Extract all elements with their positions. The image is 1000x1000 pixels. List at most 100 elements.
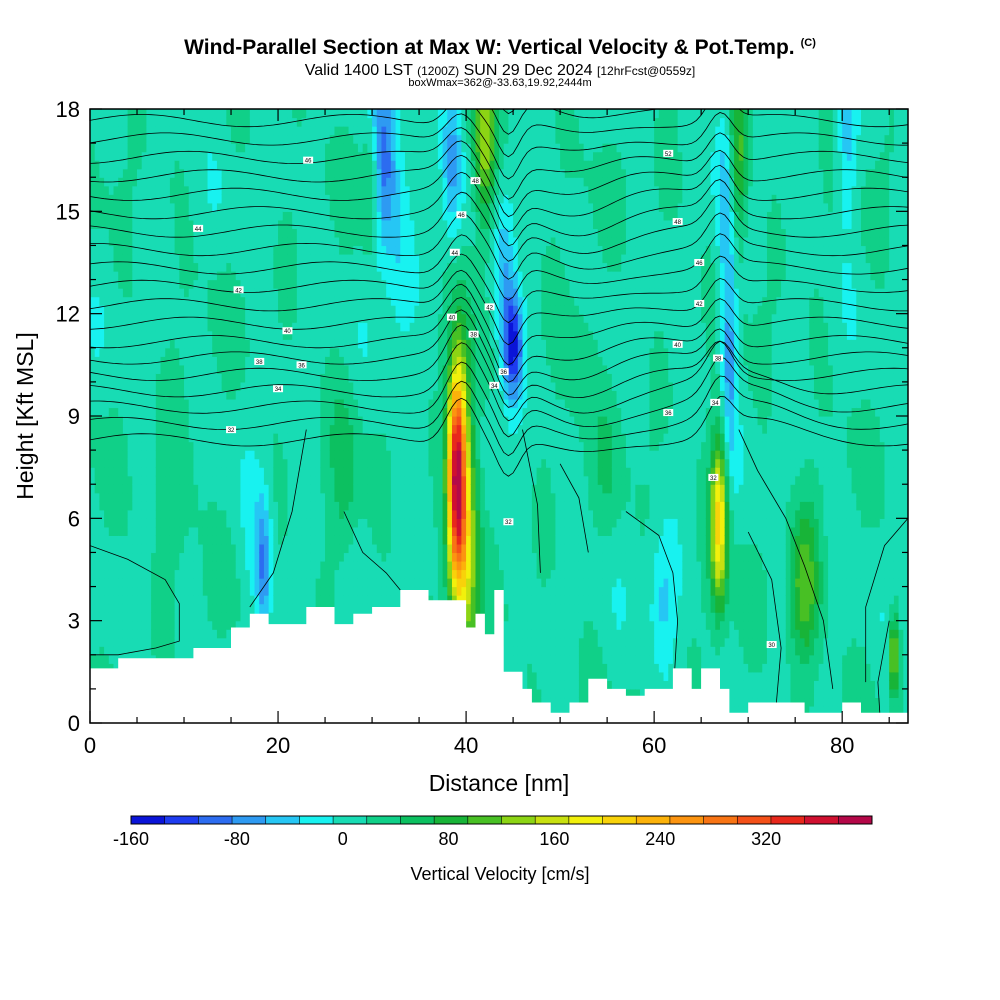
velocity-cell bbox=[334, 578, 340, 588]
velocity-cell bbox=[132, 543, 138, 554]
velocity-cell bbox=[212, 211, 218, 221]
velocity-cell bbox=[339, 450, 345, 460]
velocity-cell bbox=[113, 347, 119, 357]
velocity-cell bbox=[273, 416, 279, 426]
velocity-cell bbox=[409, 168, 415, 178]
velocity-cell bbox=[160, 245, 166, 255]
velocity-cell bbox=[108, 612, 115, 622]
velocity-cell bbox=[292, 347, 298, 357]
velocity-cell bbox=[329, 475, 336, 485]
velocity-cell bbox=[263, 347, 270, 357]
velocity-cell bbox=[104, 143, 110, 153]
velocity-cell bbox=[146, 433, 152, 443]
velocity-cell bbox=[137, 117, 143, 127]
velocity-cell bbox=[108, 151, 115, 161]
velocity-cell bbox=[235, 151, 242, 161]
velocity-cell bbox=[174, 134, 180, 144]
velocity-cell bbox=[212, 356, 218, 366]
velocity-cell bbox=[188, 407, 195, 417]
velocity-cell bbox=[212, 364, 218, 374]
velocity-cell bbox=[249, 603, 256, 613]
velocity-cell bbox=[198, 475, 204, 485]
velocity-cell bbox=[339, 603, 345, 613]
velocity-cell bbox=[259, 160, 265, 170]
velocity-cell bbox=[409, 407, 415, 417]
velocity-cell bbox=[409, 424, 415, 434]
velocity-cell bbox=[226, 398, 232, 409]
velocity-cell bbox=[390, 450, 397, 460]
velocity-cell bbox=[282, 433, 289, 443]
velocity-cell bbox=[122, 356, 129, 366]
velocity-cell bbox=[99, 109, 105, 119]
velocity-cell bbox=[240, 569, 246, 579]
velocity-cell bbox=[226, 373, 232, 383]
velocity-cell bbox=[122, 603, 129, 613]
velocity-cell bbox=[99, 526, 105, 536]
velocity-cell bbox=[141, 398, 148, 409]
velocity-cell bbox=[282, 313, 289, 323]
velocity-cell bbox=[287, 612, 293, 622]
velocity-cell bbox=[348, 168, 354, 178]
velocity-cell bbox=[395, 296, 401, 306]
velocity-cell bbox=[141, 262, 148, 272]
velocity-cell bbox=[268, 322, 274, 332]
velocity-cell bbox=[122, 501, 129, 511]
velocity-cell bbox=[254, 134, 260, 144]
velocity-cell bbox=[259, 271, 265, 281]
velocity-cell bbox=[320, 509, 326, 519]
velocity-cell bbox=[310, 552, 317, 562]
velocity-cell bbox=[179, 390, 185, 400]
velocity-cell bbox=[292, 194, 298, 204]
velocity-cell bbox=[141, 535, 148, 545]
velocity-cell bbox=[122, 543, 129, 554]
velocity-cell bbox=[188, 441, 195, 451]
velocity-cell bbox=[273, 347, 279, 357]
velocity-cell bbox=[235, 484, 242, 494]
velocity-cell bbox=[113, 390, 119, 400]
velocity-cell bbox=[367, 305, 373, 315]
velocity-cell bbox=[146, 322, 152, 332]
velocity-cell bbox=[240, 313, 246, 323]
velocity-cell bbox=[193, 586, 199, 596]
velocity-cell bbox=[165, 578, 171, 588]
velocity-cell bbox=[390, 458, 397, 468]
velocity-cell bbox=[179, 646, 185, 656]
velocity-cell bbox=[254, 390, 260, 400]
velocity-cell bbox=[409, 484, 415, 494]
velocity-cell bbox=[207, 117, 213, 127]
velocity-cell bbox=[334, 390, 340, 400]
velocity-cell bbox=[99, 322, 105, 332]
velocity-cell bbox=[404, 518, 411, 528]
velocity-cell bbox=[127, 330, 133, 340]
velocity-cell bbox=[268, 202, 274, 212]
velocity-cell bbox=[268, 501, 274, 511]
velocity-cell bbox=[329, 253, 336, 264]
velocity-cell bbox=[386, 569, 392, 579]
velocity-cell bbox=[113, 620, 119, 630]
velocity-cell bbox=[268, 168, 274, 178]
velocity-cell bbox=[315, 526, 321, 536]
velocity-cell bbox=[132, 586, 138, 596]
velocity-cell bbox=[372, 484, 378, 494]
velocity-cell bbox=[193, 211, 199, 221]
velocity-cell bbox=[367, 416, 373, 426]
velocity-cell bbox=[226, 339, 232, 349]
velocity-cell bbox=[240, 194, 246, 204]
velocity-cell bbox=[315, 475, 321, 485]
velocity-cell bbox=[193, 450, 199, 460]
velocity-cell bbox=[179, 245, 185, 255]
velocity-cell bbox=[141, 245, 148, 255]
velocity-cell bbox=[296, 578, 303, 588]
velocity-cell bbox=[259, 569, 265, 579]
velocity-cell bbox=[268, 134, 274, 144]
velocity-cell bbox=[263, 586, 270, 596]
velocity-cell bbox=[122, 433, 129, 443]
velocity-cell bbox=[151, 228, 157, 238]
velocity-cell bbox=[357, 552, 364, 562]
velocity-cell bbox=[99, 586, 105, 596]
velocity-cell bbox=[137, 586, 143, 596]
velocity-cell bbox=[301, 339, 307, 349]
velocity-cell bbox=[179, 194, 185, 204]
velocity-cell bbox=[301, 595, 307, 605]
velocity-cell bbox=[151, 236, 157, 247]
